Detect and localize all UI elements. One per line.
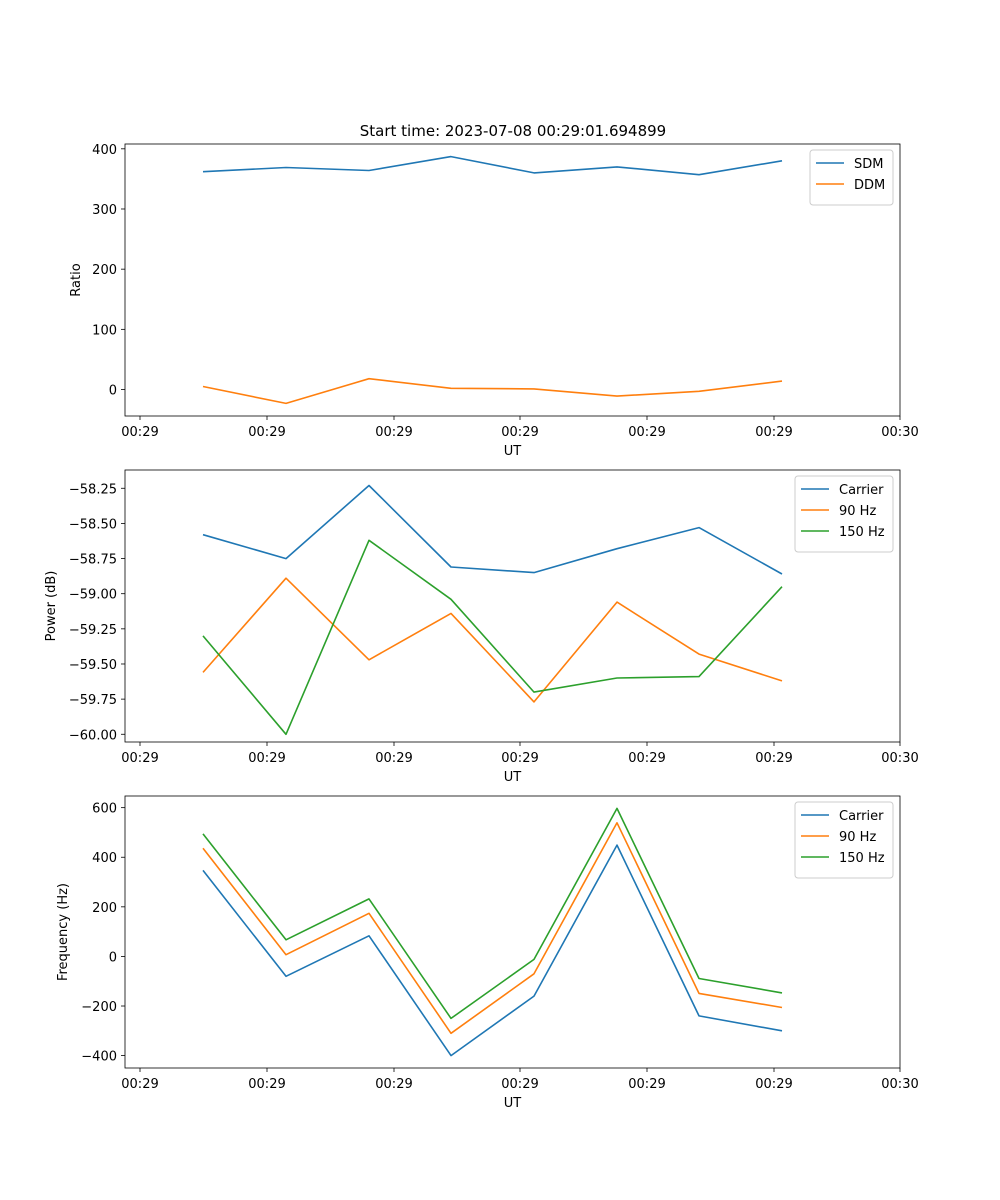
x-axis-label: UT bbox=[504, 770, 522, 785]
x-tick-label: 00:29 bbox=[628, 1077, 665, 1092]
y-tick-label: −59.00 bbox=[69, 588, 117, 603]
series-line-150-hz bbox=[202, 807, 783, 1020]
x-tick-label: 00:30 bbox=[881, 751, 918, 766]
y-tick-label: −58.50 bbox=[69, 517, 117, 532]
y-tick-label: −200 bbox=[81, 1000, 117, 1015]
x-tick-label: 00:30 bbox=[881, 1077, 918, 1092]
legend-label: Carrier bbox=[839, 483, 884, 498]
legend-label: 150 Hz bbox=[839, 851, 885, 866]
legend-label: 90 Hz bbox=[839, 504, 876, 519]
y-tick-label: 100 bbox=[92, 323, 117, 338]
series-line-90-hz bbox=[202, 577, 783, 703]
subplot-2: 00:29 00:29 00:29 00:29 00:29 00:29 00:30 UT −58… bbox=[44, 469, 919, 785]
legend: SDM DDM bbox=[809, 149, 894, 206]
y-tick-label: −59.75 bbox=[69, 693, 117, 708]
y-tick-label: 400 bbox=[92, 143, 117, 158]
legend-box bbox=[794, 801, 894, 879]
series-line-ddm bbox=[202, 377, 783, 405]
x-tick-label: 00:29 bbox=[121, 1077, 158, 1092]
x-tick-label: 00:30 bbox=[881, 425, 918, 440]
y-tick-label: −400 bbox=[81, 1050, 117, 1065]
series-line-90-hz bbox=[202, 821, 783, 1035]
x-axis-label: UT bbox=[504, 444, 522, 459]
y-tick-label: −58.75 bbox=[69, 553, 117, 568]
series-line-carrier bbox=[202, 484, 783, 575]
x-tick-label: 00:29 bbox=[375, 751, 412, 766]
figure-title: Start time: 2023-07-08 00:29:01.694899 bbox=[360, 122, 666, 140]
x-tick-label: 00:29 bbox=[248, 751, 285, 766]
series-line-carrier bbox=[202, 844, 783, 1057]
x-tick-label: 00:29 bbox=[501, 1077, 538, 1092]
y-tick-label: 0 bbox=[109, 384, 117, 399]
x-tick-label: 00:29 bbox=[248, 425, 285, 440]
x-tick-label: 00:29 bbox=[248, 1077, 285, 1092]
x-axis-label: UT bbox=[504, 1096, 522, 1111]
x-tick-label: 00:29 bbox=[501, 751, 538, 766]
x-tick-label: 00:29 bbox=[755, 1077, 792, 1092]
x-tick-label: 00:29 bbox=[628, 425, 665, 440]
legend: Carrier 90 Hz 150 Hz bbox=[794, 475, 894, 553]
x-tick-label: 00:29 bbox=[501, 425, 538, 440]
y-tick-label: 300 bbox=[92, 203, 117, 218]
legend-box bbox=[794, 475, 894, 553]
x-tick-label: 00:29 bbox=[755, 751, 792, 766]
x-tick-label: 00:29 bbox=[121, 751, 158, 766]
legend-label: SDM bbox=[854, 157, 883, 172]
y-tick-label: −60.00 bbox=[69, 728, 117, 743]
axes-frame bbox=[124, 795, 901, 1069]
x-tick-label: 00:29 bbox=[375, 1077, 412, 1092]
legend-label: 150 Hz bbox=[839, 525, 885, 540]
y-tick-label: 0 bbox=[109, 950, 117, 965]
legend-label: 90 Hz bbox=[839, 830, 876, 845]
y-tick-label: 200 bbox=[92, 263, 117, 278]
legend-label: DDM bbox=[854, 178, 885, 193]
x-tick-label: 00:29 bbox=[755, 425, 792, 440]
y-tick-label: 600 bbox=[92, 802, 117, 817]
x-tick-label: 00:29 bbox=[628, 751, 665, 766]
subplots: 00:29 00:29 00:29 00:29 00:29 00:29 00:30 UT 0 10… bbox=[44, 143, 919, 1111]
axes-frame bbox=[124, 469, 901, 743]
series-line-sdm bbox=[202, 155, 783, 176]
y-tick-label: −58.25 bbox=[69, 482, 117, 497]
y-axis-label: Ratio bbox=[69, 263, 84, 296]
y-axis-label: Power (dB) bbox=[44, 571, 59, 642]
x-tick-label: 00:29 bbox=[121, 425, 158, 440]
y-tick-label: 400 bbox=[92, 851, 117, 866]
y-tick-label: −59.25 bbox=[69, 623, 117, 638]
subplot-3: 00:29 00:29 00:29 00:29 00:29 00:29 00:30 UT −40… bbox=[56, 795, 919, 1111]
y-tick-label: −59.50 bbox=[69, 658, 117, 673]
subplot-1: 00:29 00:29 00:29 00:29 00:29 00:29 00:30 UT 0 10… bbox=[69, 143, 919, 459]
series-line-150-hz bbox=[202, 539, 783, 736]
legend-label: Carrier bbox=[839, 809, 884, 824]
x-tick-label: 00:29 bbox=[375, 425, 412, 440]
y-axis-label: Frequency (Hz) bbox=[56, 883, 71, 981]
axes-frame bbox=[124, 143, 901, 417]
legend: Carrier 90 Hz 150 Hz bbox=[794, 801, 894, 879]
y-tick-label: 200 bbox=[92, 901, 117, 916]
